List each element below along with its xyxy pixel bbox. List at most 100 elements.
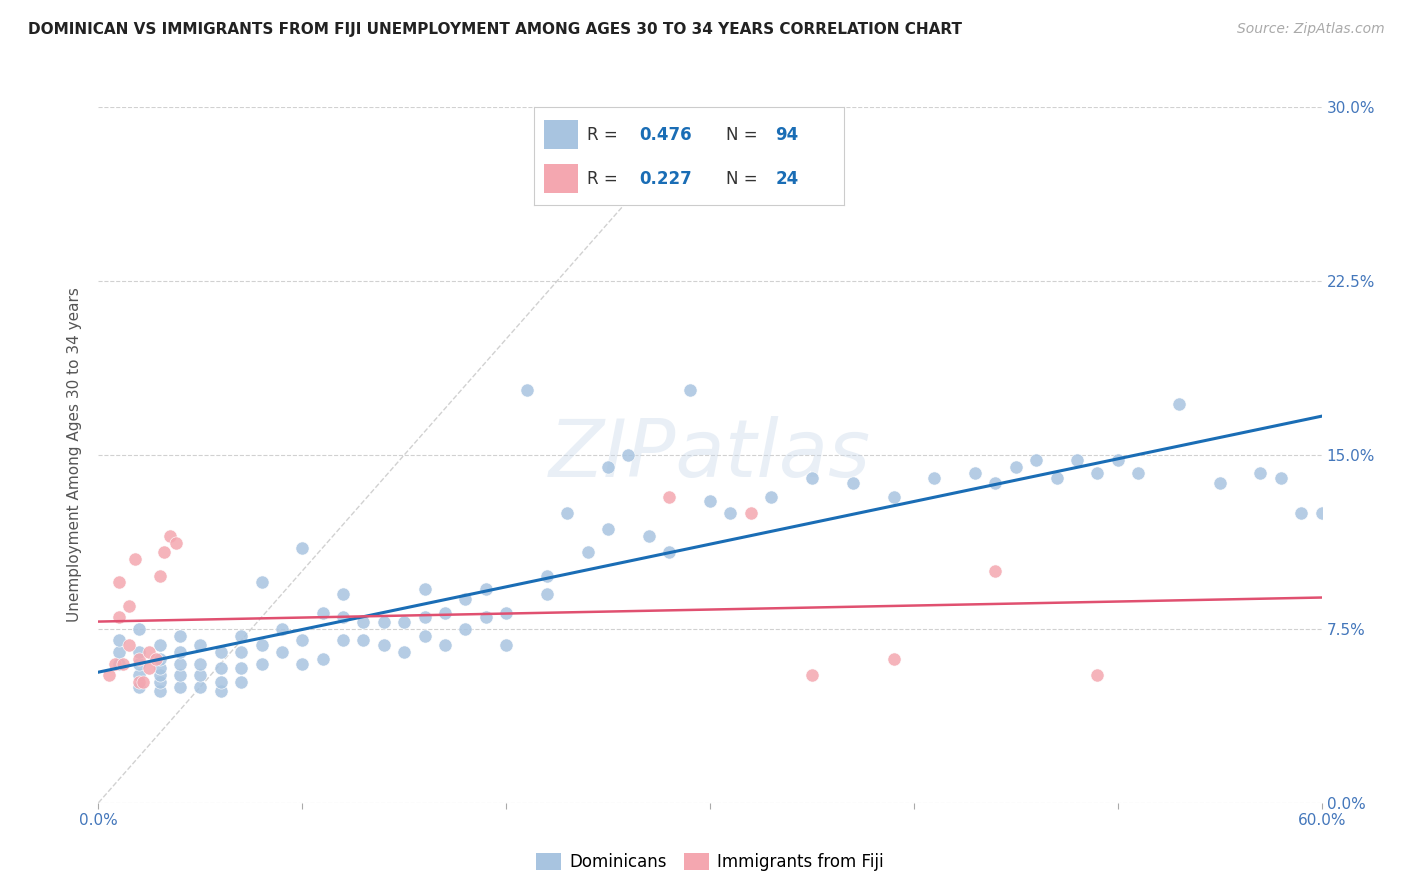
Point xyxy=(108,645,131,659)
Point xyxy=(984,475,1007,490)
Point xyxy=(209,661,232,675)
Point xyxy=(312,606,335,620)
Point xyxy=(434,606,457,620)
Point xyxy=(536,587,558,601)
Text: R =: R = xyxy=(586,169,623,187)
Text: N =: N = xyxy=(725,169,763,187)
Point xyxy=(169,668,191,682)
Point xyxy=(922,471,945,485)
Text: 0.476: 0.476 xyxy=(640,126,692,144)
Point xyxy=(165,536,187,550)
Point xyxy=(111,657,134,671)
Point xyxy=(392,645,416,659)
Text: ZIPatlas: ZIPatlas xyxy=(548,416,872,494)
Point xyxy=(188,638,212,652)
Point xyxy=(128,622,150,636)
Point xyxy=(128,652,150,666)
Point xyxy=(598,522,620,536)
Point xyxy=(495,638,517,652)
Point xyxy=(413,582,436,597)
Point xyxy=(740,506,762,520)
Point xyxy=(352,615,374,629)
Point xyxy=(1209,475,1232,490)
Point xyxy=(169,629,191,643)
Point xyxy=(1085,467,1108,481)
Point xyxy=(638,529,661,543)
Point xyxy=(97,668,120,682)
Point xyxy=(128,675,150,690)
Point xyxy=(965,467,987,481)
Point xyxy=(373,638,395,652)
Point xyxy=(169,680,191,694)
Point xyxy=(373,615,395,629)
Point xyxy=(883,490,905,504)
Point xyxy=(598,459,620,474)
Point xyxy=(332,610,354,624)
Point xyxy=(231,661,253,675)
Point xyxy=(169,657,191,671)
Point xyxy=(128,680,150,694)
Point xyxy=(138,661,160,675)
Point xyxy=(1270,471,1292,485)
Text: 24: 24 xyxy=(776,169,799,187)
Point xyxy=(108,575,131,590)
Point xyxy=(984,564,1007,578)
Point xyxy=(291,657,314,671)
Point xyxy=(209,684,232,698)
Legend: Dominicans, Immigrants from Fiji: Dominicans, Immigrants from Fiji xyxy=(530,847,890,878)
Point xyxy=(679,383,702,397)
Point xyxy=(231,645,253,659)
Point xyxy=(149,668,172,682)
Point xyxy=(1085,668,1108,682)
Point xyxy=(454,622,477,636)
Point xyxy=(128,657,150,671)
Point xyxy=(149,675,172,690)
Point xyxy=(138,645,160,659)
Point xyxy=(124,552,146,566)
Point xyxy=(250,575,273,590)
Point xyxy=(883,652,905,666)
Point xyxy=(1025,452,1047,467)
Point xyxy=(145,652,167,666)
Point xyxy=(291,541,314,555)
Y-axis label: Unemployment Among Ages 30 to 34 years: Unemployment Among Ages 30 to 34 years xyxy=(67,287,83,623)
Point xyxy=(128,645,150,659)
Point xyxy=(169,645,191,659)
Point xyxy=(801,471,824,485)
Point xyxy=(149,652,172,666)
Point xyxy=(557,506,579,520)
Point xyxy=(454,591,477,606)
Point xyxy=(270,645,294,659)
Point xyxy=(108,610,131,624)
Point xyxy=(1004,459,1026,474)
Text: R =: R = xyxy=(586,126,623,144)
Text: 94: 94 xyxy=(776,126,799,144)
Point xyxy=(576,545,599,559)
Point xyxy=(332,587,354,601)
Point xyxy=(474,610,498,624)
Text: 0.227: 0.227 xyxy=(640,169,692,187)
Point xyxy=(658,490,681,504)
Point xyxy=(617,448,640,462)
Point xyxy=(413,629,436,643)
Point xyxy=(209,645,232,659)
Point xyxy=(108,633,131,648)
Point xyxy=(104,657,127,671)
Point xyxy=(413,610,436,624)
Point xyxy=(108,657,131,671)
Text: Source: ZipAtlas.com: Source: ZipAtlas.com xyxy=(1237,22,1385,37)
Point xyxy=(149,684,172,698)
Point xyxy=(118,638,141,652)
Point xyxy=(231,629,253,643)
Point xyxy=(149,638,172,652)
FancyBboxPatch shape xyxy=(544,164,578,194)
FancyBboxPatch shape xyxy=(544,120,578,149)
Point xyxy=(149,661,172,675)
Point xyxy=(291,633,314,648)
Point xyxy=(1107,452,1129,467)
Point xyxy=(188,680,212,694)
Point xyxy=(841,475,863,490)
Point xyxy=(516,383,538,397)
Point xyxy=(1045,471,1069,485)
Text: N =: N = xyxy=(725,126,763,144)
